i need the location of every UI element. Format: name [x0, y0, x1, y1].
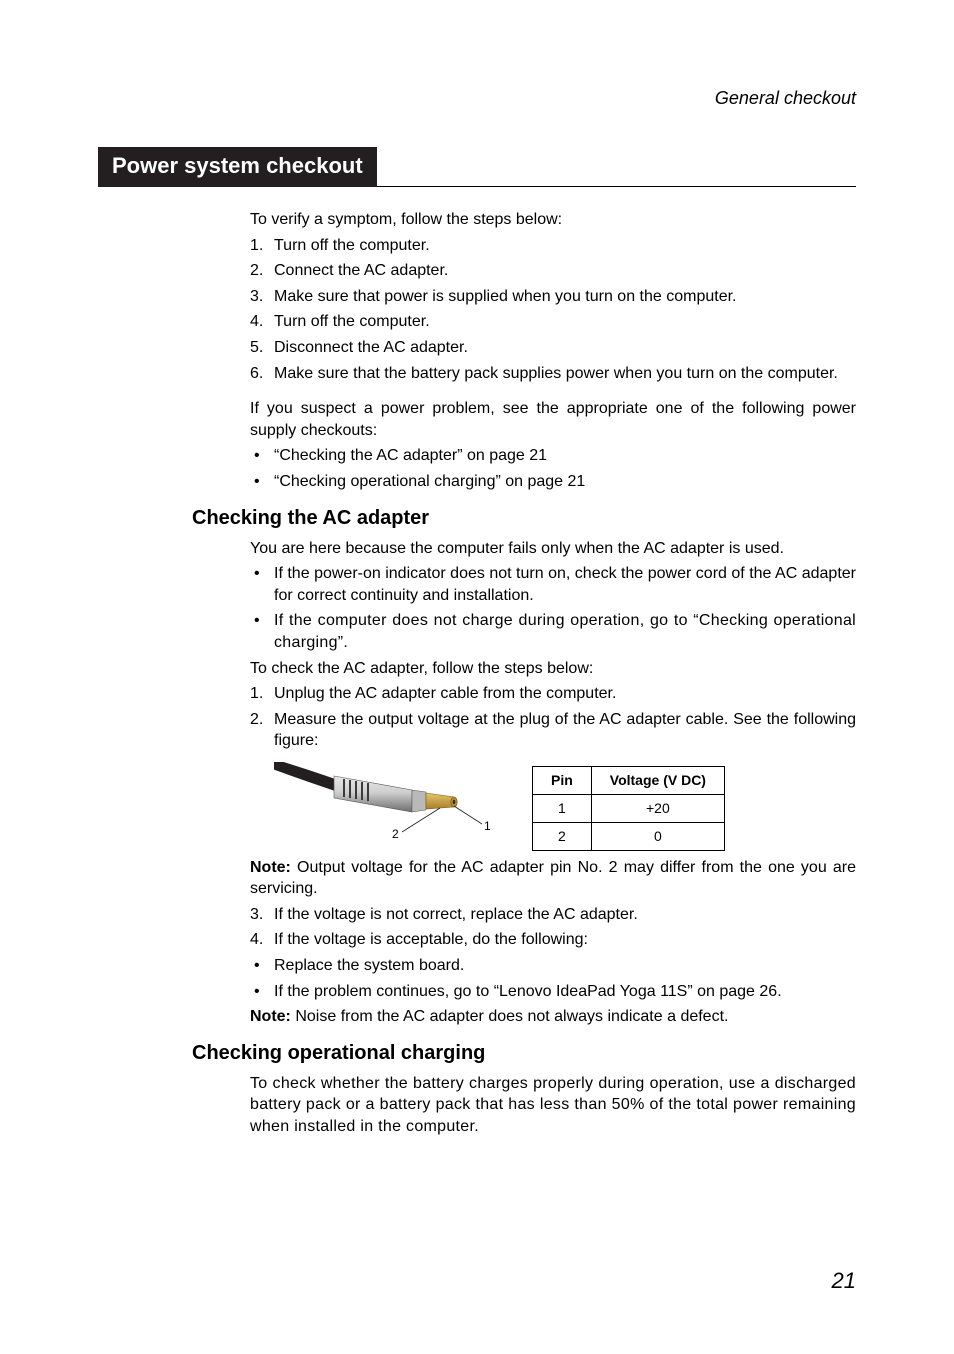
list-item: 6. Make sure that the battery pack suppli…	[250, 363, 856, 385]
bullet-text: “Checking the AC adapter” on page 21	[274, 447, 547, 464]
list-item: 2. Connect the AC adapter.	[250, 260, 856, 282]
note-text: Output voltage for the AC adapter pin No…	[250, 859, 856, 898]
ac-check-intro: To check the AC adapter, follow the step…	[250, 658, 856, 680]
post-steps-list: 3. If the voltage is not correct, replace…	[250, 904, 856, 951]
note-label: Note:	[250, 1008, 291, 1025]
figure-row: 1 2 Pin Voltage (V DC) 1 +20	[274, 762, 856, 851]
bullet-text: If the power-on indicator does not turn …	[274, 565, 856, 604]
table-cell: 1	[533, 794, 592, 822]
step-text: Measure the output voltage at the plug o…	[274, 711, 856, 750]
post-bullets: Replace the system board. If the problem…	[250, 955, 856, 1002]
step-text: If the voltage is not correct, replace t…	[274, 906, 638, 923]
list-item: 3. If the voltage is not correct, replace…	[250, 904, 856, 926]
bullet-text: If the problem continues, go to “Lenovo …	[274, 983, 782, 1000]
step-number: 4.	[250, 929, 263, 951]
pin-voltage-table: Pin Voltage (V DC) 1 +20 2 0	[532, 766, 725, 851]
running-head: General checkout	[98, 88, 856, 109]
note-2: Note: Noise from the AC adapter does not…	[250, 1006, 856, 1028]
list-item: 2. Measure the output voltage at the plug…	[250, 709, 856, 752]
step-number: 3.	[250, 286, 263, 308]
adapter-plug-figure: 1 2	[274, 762, 504, 851]
table-header-pin: Pin	[533, 766, 592, 794]
page-number: 21	[832, 1268, 856, 1294]
step-text: Make sure that power is supplied when yo…	[274, 288, 736, 305]
list-item: 1. Turn off the computer.	[250, 235, 856, 257]
step-number: 2.	[250, 260, 263, 282]
table-cell: +20	[591, 794, 724, 822]
step-number: 6.	[250, 363, 263, 385]
table-cell: 0	[591, 822, 724, 850]
suspect-intro: If you suspect a power problem, see the …	[250, 398, 856, 441]
list-item: If the power-on indicator does not turn …	[250, 563, 856, 606]
note-1: Note: Output voltage for the AC adapter …	[250, 857, 856, 900]
heading-operational-charging: Checking operational charging	[192, 1042, 856, 1065]
section-header: Power system checkout	[98, 147, 856, 187]
step-number: 5.	[250, 337, 263, 359]
op-paragraph: To check whether the battery charges pro…	[250, 1073, 856, 1138]
ac-adapter-body: You are here because the computer fails …	[98, 538, 856, 1028]
table-cell: 2	[533, 822, 592, 850]
list-item: If the problem continues, go to “Lenovo …	[250, 981, 856, 1003]
step-number: 2.	[250, 709, 263, 731]
bullet-text: If the computer does not charge during o…	[274, 612, 856, 651]
step-text: Turn off the computer.	[274, 237, 430, 254]
table-header-row: Pin Voltage (V DC)	[533, 766, 725, 794]
list-item: 5. Disconnect the AC adapter.	[250, 337, 856, 359]
suspect-list: “Checking the AC adapter” on page 21 “Ch…	[250, 445, 856, 492]
list-item: 4. Turn off the computer.	[250, 311, 856, 333]
list-item: “Checking the AC adapter” on page 21	[250, 445, 856, 467]
bullet-text: “Checking operational charging” on page …	[274, 473, 585, 490]
table-row: 1 +20	[533, 794, 725, 822]
heading-ac-adapter: Checking the AC adapter	[192, 507, 856, 530]
bullet-text: Replace the system board.	[274, 957, 464, 974]
list-item: 4. If the voltage is acceptable, do the f…	[250, 929, 856, 951]
step-text: Make sure that the battery pack supplies…	[274, 365, 838, 382]
callout-label-2: 2	[392, 827, 399, 841]
step-text: Disconnect the AC adapter.	[274, 339, 468, 356]
body-content: To verify a symptom, follow the steps be…	[98, 209, 856, 493]
main-steps-list: 1. Turn off the computer. 2. Connect the A…	[250, 235, 856, 385]
section-title: Power system checkout	[98, 147, 377, 187]
list-item: Replace the system board.	[250, 955, 856, 977]
page-container: General checkout Power system checkout T…	[0, 0, 954, 1354]
step-text: If the voltage is acceptable, do the fol…	[274, 931, 588, 948]
note-text: Noise from the AC adapter does not alway…	[291, 1008, 729, 1025]
step-number: 3.	[250, 904, 263, 926]
table-header-voltage: Voltage (V DC)	[591, 766, 724, 794]
op-charging-body: To check whether the battery charges pro…	[98, 1073, 856, 1138]
list-item: 1. Unplug the AC adapter cable from the c…	[250, 683, 856, 705]
callout-label-1: 1	[484, 819, 491, 833]
ac-check-steps: 1. Unplug the AC adapter cable from the c…	[250, 683, 856, 752]
step-text: Connect the AC adapter.	[274, 262, 448, 279]
step-text: Unplug the AC adapter cable from the com…	[274, 685, 616, 702]
ac-intro: You are here because the computer fails …	[250, 538, 856, 560]
step-number: 1.	[250, 683, 263, 705]
list-item: “Checking operational charging” on page …	[250, 471, 856, 493]
list-item: 3. Make sure that power is supplied when …	[250, 286, 856, 308]
list-item: If the computer does not charge during o…	[250, 610, 856, 653]
note-label: Note:	[250, 859, 291, 876]
step-number: 1.	[250, 235, 263, 257]
intro-text: To verify a symptom, follow the steps be…	[250, 209, 856, 231]
table-row: 2 0	[533, 822, 725, 850]
step-text: Turn off the computer.	[274, 313, 430, 330]
step-number: 4.	[250, 311, 263, 333]
ac-bullets: If the power-on indicator does not turn …	[250, 563, 856, 653]
